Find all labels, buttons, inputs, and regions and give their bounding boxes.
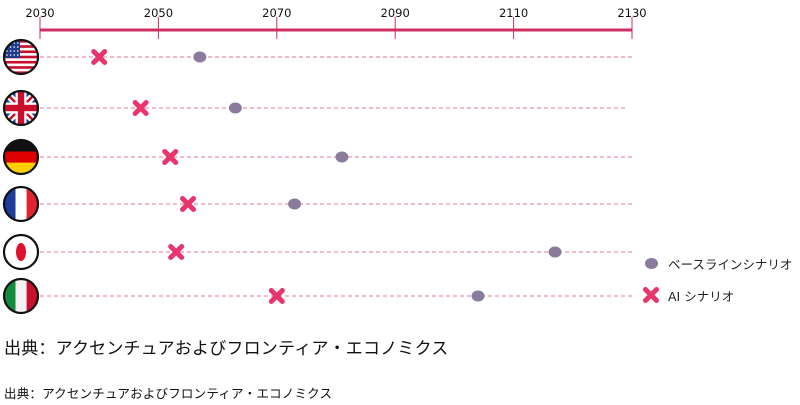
country-row <box>2 185 632 223</box>
uk-flag-icon <box>2 89 40 127</box>
ai-scenario-point <box>91 49 108 65</box>
country-row <box>2 38 632 76</box>
ai-scenario-point <box>132 100 149 116</box>
x-tick-label: 2070 <box>262 6 291 20</box>
x-tick-label: 2110 <box>499 6 528 20</box>
country-rows <box>2 38 632 315</box>
ai-scenario-point <box>162 149 179 165</box>
legend-circle-marker <box>640 252 662 274</box>
legend-cross-marker <box>640 284 662 306</box>
country-row <box>2 138 632 176</box>
source-note: 出典：アクセンチュアおよびフロンティア・エコノミクス <box>4 339 449 359</box>
baseline-point <box>228 102 242 114</box>
france-flag-icon <box>2 185 40 223</box>
baseline-point <box>193 51 207 63</box>
legend-item-ai: AI シナリオ <box>640 279 800 311</box>
us-flag-icon <box>2 38 40 76</box>
x-axis: 2030 2050 2070 2090 2110 2130 <box>25 6 647 39</box>
country-row <box>2 277 632 315</box>
japan-flag-icon <box>2 233 40 271</box>
legend: ベースラインシナリオ AI シナリオ <box>640 247 800 311</box>
ai-scenario-point <box>180 196 196 212</box>
baseline-point <box>288 198 302 210</box>
country-row <box>2 233 632 271</box>
baseline-point <box>335 151 349 163</box>
legend-label-baseline: ベースラインシナリオ <box>668 256 793 272</box>
country-row <box>2 89 628 127</box>
germany-flag-icon <box>2 138 40 176</box>
x-tick-label: 2050 <box>144 6 173 20</box>
italy-flag-icon <box>2 277 40 315</box>
legend-item-baseline: ベースラインシナリオ <box>640 247 800 279</box>
legend-label-ai: AI シナリオ <box>668 288 735 304</box>
x-tick-label: 2130 <box>617 6 646 20</box>
ai-scenario-point <box>168 244 185 260</box>
ai-scenario-point <box>268 288 285 304</box>
baseline-point <box>548 246 562 258</box>
dot-plot-chart: 2030 2050 2070 2090 2110 2130 <box>2 6 647 315</box>
x-tick-label: 2030 <box>25 6 54 20</box>
baseline-point <box>471 290 485 302</box>
source-note-small: 出典：アクセンチュアおよびフロンティア・エコノミクス <box>4 386 333 401</box>
x-tick-label: 2090 <box>381 6 410 20</box>
